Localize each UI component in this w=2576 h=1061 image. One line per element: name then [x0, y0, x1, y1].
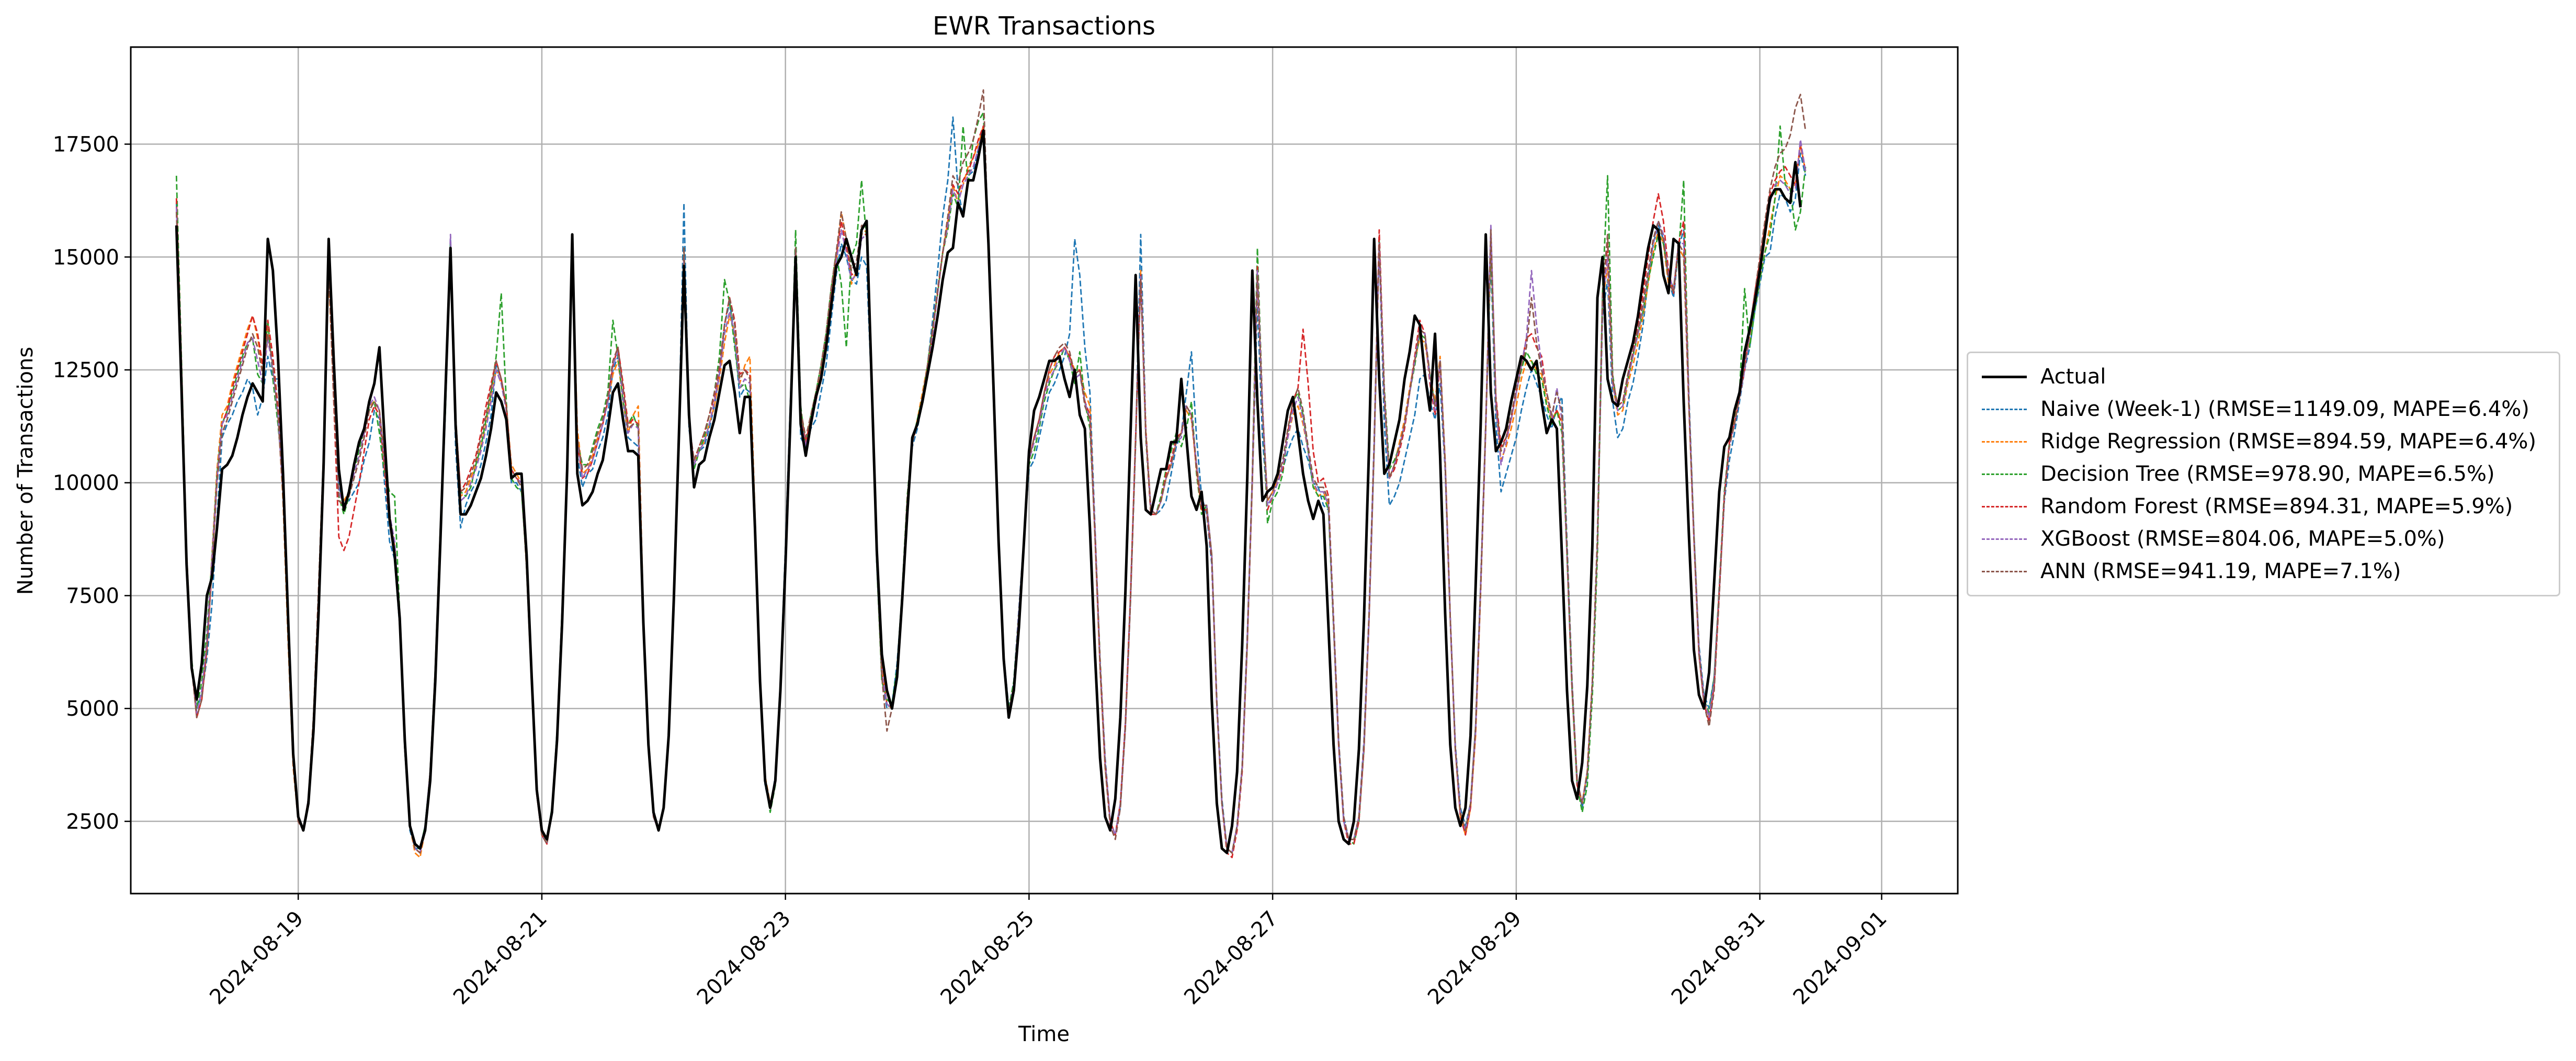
legend-label: Decision Tree (RMSE=978.90, MAPE=6.5%)	[2040, 462, 2495, 486]
y-tick-label: 7500	[66, 584, 119, 608]
plot-area-frame	[130, 46, 1959, 895]
legend-label: Ridge Regression (RMSE=894.59, MAPE=6.4%…	[2040, 430, 2537, 454]
series-layer	[175, 89, 1807, 859]
legend-item-4: Random Forest (RMSE=894.31, MAPE=5.9%)	[1982, 490, 2548, 523]
legend-label: XGBoost (RMSE=804.06, MAPE=5.0%)	[2040, 527, 2445, 551]
y-tick-label: 10000	[53, 471, 119, 495]
y-tick-label: 5000	[66, 697, 119, 721]
legend-swatch-0	[1982, 375, 2027, 378]
y-tick-label: 15000	[53, 245, 119, 269]
legend-item-1: Naive (Week-1) (RMSE=1149.09, MAPE=6.4%)	[1982, 393, 2548, 425]
grid-lines	[131, 47, 1958, 894]
series-line-0	[175, 129, 1802, 854]
legend-item-0: Actual	[1982, 360, 2548, 393]
y-tick-label: 2500	[66, 810, 119, 834]
chart-title: EWR Transactions	[933, 12, 1155, 41]
legend-item-5: XGBoost (RMSE=804.06, MAPE=5.0%)	[1982, 523, 2548, 555]
legend-swatch-4	[1982, 505, 2027, 507]
y-axis-label: Number of Transactions	[14, 347, 38, 595]
chart-legend: Actual Naive (Week-1) (RMSE=1149.09, MAPE…	[1967, 352, 2560, 596]
y-tick-label: 12500	[53, 358, 119, 382]
x-axis-label: Time	[1018, 1022, 1070, 1046]
legend-swatch-6	[1982, 570, 2027, 572]
legend-swatch-5	[1982, 538, 2027, 540]
legend-label: ANN (RMSE=941.19, MAPE=7.1%)	[2040, 559, 2401, 583]
legend-item-3: Decision Tree (RMSE=978.90, MAPE=6.5%)	[1982, 458, 2548, 490]
legend-swatch-2	[1982, 441, 2027, 443]
legend-item-6: ANN (RMSE=941.19, MAPE=7.1%)	[1982, 555, 2548, 588]
legend-label: Random Forest (RMSE=894.31, MAPE=5.9%)	[2040, 494, 2513, 518]
y-axis-ticks: 2500 5000 7500 10000 12500 15000 17500	[53, 133, 131, 834]
y-tick-label: 17500	[53, 133, 119, 157]
legend-swatch-1	[1982, 408, 2027, 410]
legend-swatch-3	[1982, 473, 2027, 475]
legend-label: Actual	[2040, 365, 2106, 389]
legend-label: Naive (Week-1) (RMSE=1149.09, MAPE=6.4%)	[2040, 397, 2529, 421]
series-line-5	[175, 130, 1807, 854]
legend-item-2: Ridge Regression (RMSE=894.59, MAPE=6.4%…	[1982, 425, 2548, 458]
